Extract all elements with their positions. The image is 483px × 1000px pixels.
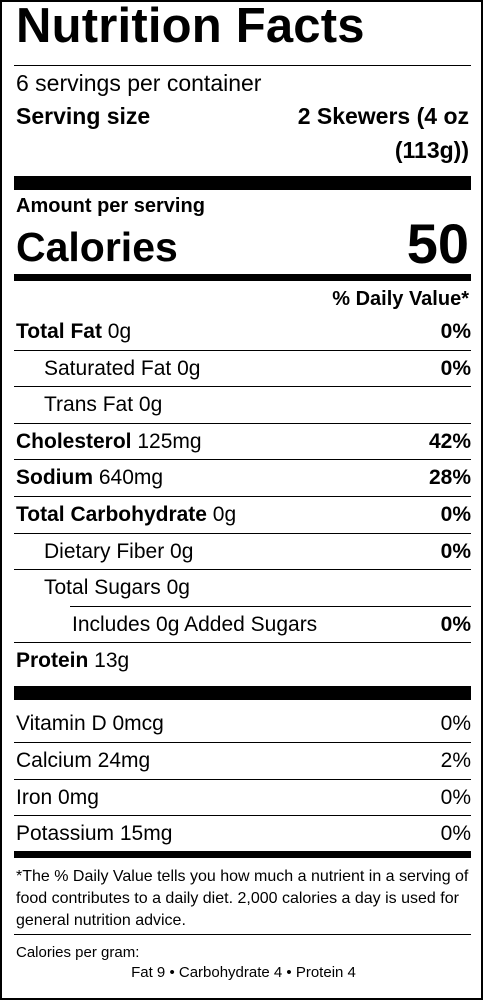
row-divider <box>14 778 471 780</box>
nutrient-daily-value: 0% <box>440 503 471 526</box>
nutrient-name: Total Carbohydrate 0g <box>16 503 236 527</box>
nutrient-row: Cholesterol 125mg 42% <box>14 424 471 461</box>
nutrient-row: Saturated Fat 0g 0% <box>14 351 471 388</box>
nutrient-row: Total Sugars 0g <box>14 570 471 607</box>
nutrient-row: Trans Fat 0g <box>14 387 471 424</box>
daily-value-header: % Daily Value* <box>332 288 469 310</box>
nutrient-label: Saturated Fat <box>44 356 172 380</box>
nutrient-name: Protein 13g <box>16 649 129 673</box>
nutrient-daily-value: 28% <box>428 466 471 490</box>
nutrient-row: Includes 0g Added Sugars 0% <box>14 607 471 644</box>
nutrient-row: Total Fat 0g 0% <box>14 314 471 351</box>
divider-thick <box>14 176 471 190</box>
row-divider <box>14 741 471 743</box>
row-divider <box>14 459 471 461</box>
nutrient-amount: 640mg <box>93 466 164 490</box>
divider-thick-2 <box>14 686 471 700</box>
nutrient-daily-value: 0% <box>440 539 471 563</box>
nutrient-name: Saturated Fat 0g <box>44 357 200 381</box>
servings-per-container: 6 servings per container <box>16 70 262 96</box>
row-divider <box>14 349 471 351</box>
nutrient-name: Trans Fat 0g <box>44 393 162 417</box>
vitamin-daily-value: 0% <box>440 785 471 809</box>
calories-label: Calories <box>16 224 178 270</box>
calories-per-gram-items: Fat 9 • Carbohydrate 4 • Protein 4 <box>131 964 356 981</box>
nutrient-label: Dietary Fiber <box>44 539 165 563</box>
nutrient-daily-value: 42% <box>428 429 471 453</box>
serving-size-value-line1: 2 Skewers (4 oz <box>297 103 469 129</box>
vitamin-row: Iron 0mg 0% <box>14 780 471 817</box>
nutrient-label: Protein <box>16 649 89 673</box>
vitamin-row: Vitamin D 0mcg 0% <box>14 706 471 743</box>
row-divider <box>14 422 471 424</box>
nutrient-amount: 125mg <box>131 429 202 453</box>
nutrient-label: Includes 0g Added Sugars <box>72 612 318 636</box>
vitamin-daily-value: 0% <box>440 712 471 735</box>
vitamin-name: Calcium 24mg <box>16 748 151 772</box>
nutrient-amount: 0g <box>160 576 190 600</box>
nutrient-amount: 0g <box>206 503 237 526</box>
nutrient-daily-value: 0% <box>440 320 471 343</box>
row-divider <box>14 495 471 497</box>
row-divider <box>14 642 471 644</box>
nutrient-label: Total Sugars <box>44 576 161 600</box>
nutrient-name: Total Sugars 0g <box>44 576 190 600</box>
row-divider <box>14 815 471 817</box>
row-divider <box>14 569 471 571</box>
nutrient-row: Dietary Fiber 0g 0% <box>14 534 471 571</box>
vitamin-name: Vitamin D 0mcg <box>16 712 164 735</box>
nutrient-amount: 0g <box>171 356 201 380</box>
nutrient-label: Trans Fat <box>44 393 134 417</box>
serving-size-label: Serving size <box>16 103 151 129</box>
vitamin-row: Calcium 24mg 2% <box>14 743 471 780</box>
divider-thin-2 <box>14 934 471 935</box>
vitamin-name: Iron 0mg <box>16 785 99 809</box>
nutrient-row: Protein 13g <box>14 643 471 680</box>
nutrient-row: Total Carbohydrate 0g 0% <box>14 497 471 534</box>
nutrient-daily-value: 0% <box>440 612 471 636</box>
nutrient-label: Total Fat <box>16 320 102 343</box>
calories-per-gram-label: Calories per gram: <box>16 944 140 961</box>
amount-per-serving: Amount per serving <box>16 195 205 217</box>
row-divider <box>14 386 471 388</box>
divider-medium <box>14 274 471 281</box>
nutrient-name: Sodium 640mg <box>16 466 163 490</box>
nutrient-label: Cholesterol <box>16 429 132 453</box>
nutrient-name: Total Fat 0g <box>16 320 131 344</box>
nutrient-name: Cholesterol 125mg <box>16 430 202 454</box>
nutrient-daily-value: 0% <box>440 356 471 380</box>
vitamin-daily-value: 2% <box>440 748 471 772</box>
row-divider <box>70 605 471 607</box>
nutrient-amount: 13g <box>88 649 130 673</box>
vitamin-daily-value: 0% <box>440 822 471 846</box>
label-title: Nutrition Facts <box>16 0 365 53</box>
nutrient-amount: 0g <box>101 320 132 343</box>
nutrient-label: Total Carbohydrate <box>16 503 207 526</box>
serving-size-value-line2: (113g)) <box>394 137 469 163</box>
vitamin-row: Potassium 15mg 0% <box>14 816 471 853</box>
nutrient-name: Dietary Fiber 0g <box>44 540 193 564</box>
vitamin-name: Potassium 15mg <box>16 822 173 846</box>
divider-medium-2 <box>14 851 471 858</box>
footnote: *The % Daily Value tells you how much a … <box>16 868 469 929</box>
nutrient-row: Sodium 640mg 28% <box>14 460 471 497</box>
calories-value: 50 <box>406 212 469 275</box>
nutrient-label: Sodium <box>16 466 93 490</box>
nutrient-amount: 0g <box>164 539 194 563</box>
nutrient-name: Includes 0g Added Sugars <box>72 613 317 637</box>
nutrient-amount: 0g <box>133 393 163 417</box>
row-divider <box>14 532 471 534</box>
divider-thin <box>14 65 471 66</box>
